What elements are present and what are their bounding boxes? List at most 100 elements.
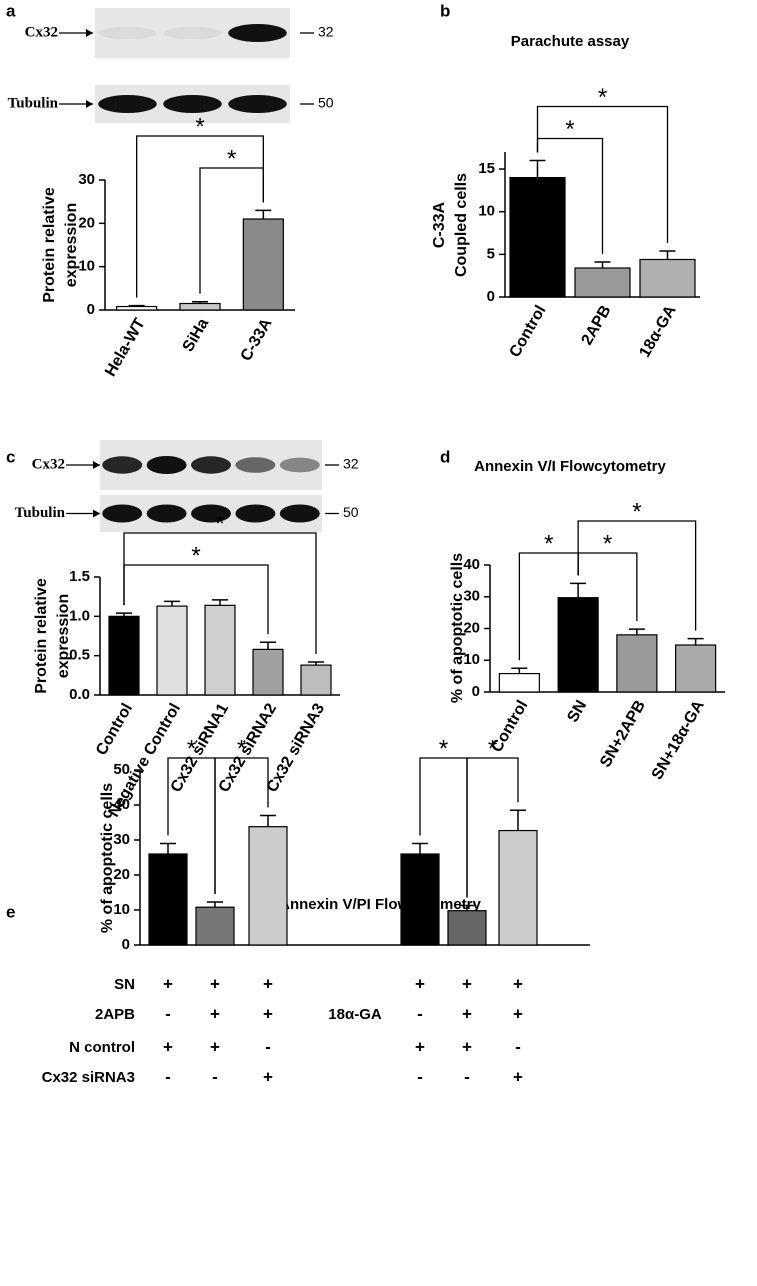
bar bbox=[447, 910, 487, 946]
significance-star: * bbox=[598, 84, 607, 111]
significance-star: * bbox=[215, 510, 224, 537]
significance-star: * bbox=[227, 145, 236, 172]
bar bbox=[108, 615, 140, 696]
y-tick-label: 40 bbox=[113, 796, 130, 813]
y-tick-label: 20 bbox=[463, 619, 480, 636]
significance-star: * bbox=[544, 530, 553, 557]
condition-mark: + bbox=[263, 974, 273, 993]
blot-band bbox=[191, 504, 231, 523]
y-tick-label: 20 bbox=[78, 214, 95, 231]
condition-label: SN bbox=[114, 976, 135, 993]
y-tick-label: 0 bbox=[87, 301, 95, 318]
blot-marker: 50 bbox=[343, 504, 359, 520]
significance-star: * bbox=[187, 735, 196, 762]
condition-mark: - bbox=[464, 1067, 470, 1086]
y-tick-label: 0 bbox=[487, 288, 495, 305]
blot-arrowhead bbox=[86, 100, 93, 108]
error-bar bbox=[659, 250, 676, 260]
error-bar bbox=[212, 599, 228, 606]
y-axis-label: expression bbox=[55, 594, 72, 678]
y-tick-label: 10 bbox=[478, 203, 495, 220]
condition-mark: + bbox=[462, 1004, 472, 1023]
significance-star: * bbox=[237, 735, 246, 762]
error-bar bbox=[687, 637, 704, 646]
significance-bracket bbox=[536, 105, 669, 243]
x-tick-label: SN+18α-GA bbox=[649, 697, 708, 783]
blot-marker: 32 bbox=[318, 24, 334, 40]
bar bbox=[148, 853, 188, 946]
x-tick-label: Hela-WT bbox=[102, 315, 149, 379]
condition-mark: - bbox=[417, 1004, 423, 1023]
y-tick-label: 30 bbox=[463, 588, 480, 605]
bar bbox=[204, 604, 236, 696]
significance-star: * bbox=[195, 113, 204, 140]
error-bar bbox=[160, 842, 176, 854]
error-bar bbox=[260, 814, 276, 827]
x-tick-label: Control bbox=[93, 701, 136, 759]
error-bar bbox=[260, 641, 276, 650]
condition-label: 2APB bbox=[95, 1006, 135, 1023]
error-bar bbox=[412, 842, 428, 854]
x-tick-label: C-33A bbox=[238, 315, 276, 364]
blot-marker: 50 bbox=[318, 95, 334, 111]
y-tick-label: 1.0 bbox=[69, 607, 90, 624]
condition-mark: + bbox=[462, 1037, 472, 1056]
x-tick-label: Control bbox=[506, 303, 549, 361]
error-bar bbox=[192, 301, 208, 304]
blot-band bbox=[163, 95, 222, 113]
significance-star: * bbox=[632, 498, 641, 525]
chart-title: Parachute assay bbox=[511, 33, 630, 50]
panel-letter: e bbox=[6, 902, 15, 921]
blot-band bbox=[235, 504, 276, 523]
y-tick-label: 0.5 bbox=[69, 647, 90, 664]
y-tick-label: 0 bbox=[472, 683, 480, 700]
condition-mark: + bbox=[513, 1067, 523, 1086]
condition-label: 18α-GA bbox=[328, 1006, 382, 1023]
bar bbox=[509, 176, 566, 298]
condition-mark: - bbox=[417, 1067, 423, 1086]
error-bar bbox=[207, 901, 223, 908]
error-bar bbox=[308, 661, 324, 666]
y-tick-label: 0.0 bbox=[69, 686, 90, 703]
condition-mark: + bbox=[210, 1037, 220, 1056]
blot-arrowhead bbox=[93, 461, 100, 469]
condition-mark: + bbox=[163, 1037, 173, 1056]
significance-star: * bbox=[488, 735, 497, 762]
y-axis-label: Protein relative bbox=[41, 187, 58, 303]
bar bbox=[616, 634, 658, 693]
condition-mark: + bbox=[210, 1004, 220, 1023]
y-tick-label: 10 bbox=[463, 651, 480, 668]
error-bar bbox=[116, 612, 132, 617]
error-bar bbox=[510, 809, 526, 831]
significance-bracket bbox=[214, 757, 269, 894]
x-tick-label: SiHa bbox=[180, 316, 213, 355]
chart-title: Annexin V/I Flowcytometry bbox=[474, 458, 666, 475]
bar bbox=[248, 826, 288, 946]
x-tick-label: SN+2APB bbox=[597, 698, 649, 771]
significance-star: * bbox=[603, 530, 612, 557]
y-tick-label: 1.5 bbox=[69, 568, 90, 585]
bar bbox=[574, 267, 631, 298]
bar bbox=[242, 218, 284, 311]
blot-label: Cx32 bbox=[32, 456, 65, 472]
significance-star: * bbox=[439, 735, 448, 762]
condition-mark: + bbox=[513, 974, 523, 993]
significance-bracket bbox=[466, 757, 519, 898]
error-bar bbox=[529, 159, 546, 178]
blot-arrowhead bbox=[93, 509, 100, 518]
bar bbox=[252, 648, 284, 696]
condition-mark: - bbox=[165, 1067, 171, 1086]
condition-label: Cx32 siRNA3 bbox=[42, 1069, 135, 1086]
blot-label: Cx32 bbox=[25, 24, 58, 40]
y-tick-label: 30 bbox=[78, 171, 95, 188]
blot-band bbox=[228, 24, 287, 42]
y-axis-label: % of apoptotic cells bbox=[449, 553, 466, 703]
blot-band bbox=[102, 456, 143, 474]
significance-bracket bbox=[577, 552, 638, 622]
y-axis-label: C-33A bbox=[431, 201, 448, 248]
bar bbox=[179, 302, 221, 311]
bar bbox=[400, 853, 440, 946]
y-tick-label: 40 bbox=[463, 556, 480, 573]
condition-mark: - bbox=[265, 1037, 271, 1056]
